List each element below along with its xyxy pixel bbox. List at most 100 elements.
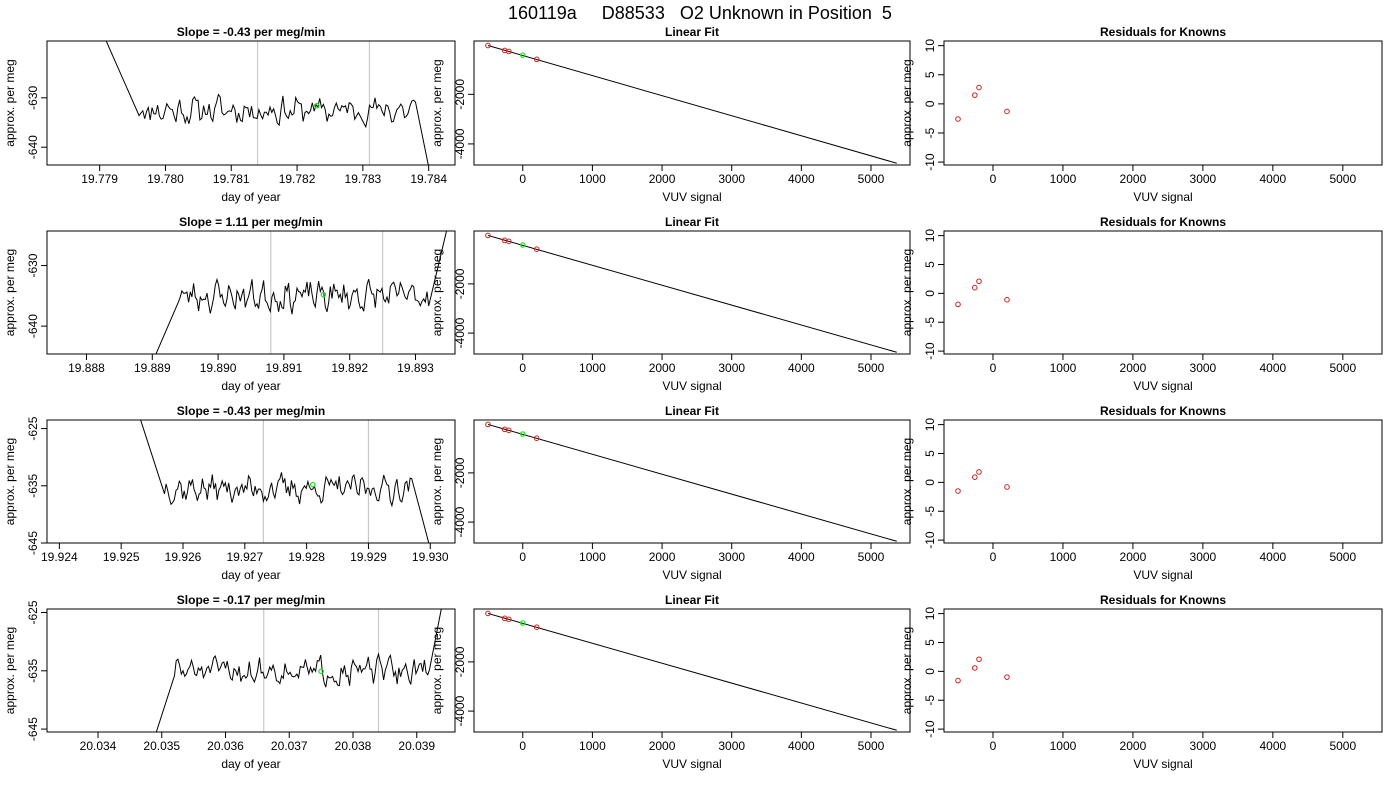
plot-frame [46, 608, 456, 733]
plot-area [485, 610, 897, 731]
known-point [971, 92, 978, 98]
y-tick-label: -4000 [453, 128, 467, 159]
known-point [533, 624, 540, 631]
panel-title: Linear Fit [665, 25, 719, 39]
known-point [955, 116, 961, 122]
y-tick-label: -5 [923, 506, 937, 517]
y-tick-label: 0 [923, 668, 937, 675]
x-axis-label: VUV signal [662, 568, 721, 582]
known-point [506, 238, 512, 245]
x-tick-label: 1000 [579, 361, 606, 375]
x-tick-label: 1000 [1050, 361, 1077, 375]
unknown-point [318, 668, 324, 675]
x-tick-label: 19.924 [41, 550, 78, 564]
y-tick-label: -645 [26, 531, 40, 555]
panel-title: Linear Fit [665, 593, 719, 607]
known-point [533, 435, 540, 442]
plot-area [155, 231, 448, 354]
y-tick-label: -2000 [453, 79, 467, 110]
y-tick-label: -10 [923, 531, 937, 549]
chart-panel-4-2: Linear Fit 0 1000 2000 3000 4000 5000 -2000 -400… [430, 593, 911, 771]
plot-area [485, 421, 897, 542]
y-axis-label: approx. per meg [900, 249, 914, 336]
known-point [971, 474, 978, 480]
known-point [485, 421, 491, 428]
x-tick-label: 19.782 [279, 172, 316, 186]
y-tick-label: -625 [26, 416, 40, 440]
y-axis-label: approx. per meg [430, 438, 444, 525]
y-tick-label: -635 [26, 658, 40, 682]
known-point [533, 246, 540, 253]
panel-title: Residuals for Knowns [1100, 25, 1226, 39]
x-tick-label: 2000 [1120, 172, 1147, 186]
chart-panel-2-3: Residuals for Knowns 0 1000 2000 3000 4000 500… [900, 215, 1383, 393]
x-tick-label: 2000 [1120, 550, 1147, 564]
x-tick-label: 0 [519, 172, 526, 186]
plot-area [955, 656, 1010, 684]
plot-frame [473, 608, 911, 733]
known-point [955, 301, 961, 308]
known-point [971, 284, 978, 291]
x-tick-label: 5000 [1329, 739, 1356, 753]
x-axis-label: VUV signal [662, 190, 721, 204]
x-tick-label: 19.890 [200, 361, 237, 375]
y-tick-label: -4000 [453, 317, 467, 348]
plot-area [955, 278, 1010, 308]
x-tick-label: 19.925 [103, 550, 140, 564]
known-point [955, 488, 961, 494]
fit-line [487, 612, 897, 731]
x-tick-label: 19.929 [350, 550, 387, 564]
x-tick-label: 5000 [1329, 550, 1356, 564]
known-point [485, 42, 491, 49]
y-tick-label: 5 [923, 639, 937, 646]
y-tick-label: -4000 [453, 695, 467, 726]
known-point [976, 278, 982, 285]
x-tick-label: 1000 [1050, 172, 1077, 186]
plot-frame [473, 419, 911, 544]
x-tick-label: 0 [519, 739, 526, 753]
x-tick-label: 19.893 [397, 361, 434, 375]
panel-title: Slope = -0.17 per meg/min [177, 593, 325, 607]
chart-panel-3-2: Linear Fit 0 1000 2000 3000 4000 5000 -2000 -400… [430, 404, 911, 582]
y-tick-label: -5 [923, 695, 937, 706]
x-tick-label: 1000 [579, 550, 606, 564]
x-tick-label: 20.036 [207, 739, 244, 753]
y-tick-label: -640 [26, 135, 40, 159]
y-axis-label: approx. per meg [900, 438, 914, 525]
x-axis-label: VUV signal [1133, 379, 1192, 393]
x-tick-label: 1000 [1050, 550, 1077, 564]
x-tick-label: 5000 [858, 361, 885, 375]
plot-frame [46, 40, 456, 166]
plot-area [485, 232, 897, 353]
x-tick-label: 1000 [1050, 739, 1077, 753]
plot-area [105, 41, 429, 165]
y-tick-label: -10 [923, 342, 937, 360]
known-point [506, 427, 512, 434]
known-point [971, 665, 978, 671]
y-tick-label: -2000 [453, 457, 467, 488]
x-tick-label: 3000 [718, 739, 745, 753]
x-tick-label: 0 [519, 361, 526, 375]
plot-frame [473, 40, 911, 166]
x-tick-label: 20.038 [335, 739, 372, 753]
x-tick-label: 0 [990, 172, 997, 186]
x-tick-label: 19.927 [226, 550, 263, 564]
chart-panel-4-3: Residuals for Knowns 0 1000 2000 3000 4000 500… [900, 593, 1383, 771]
x-axis-label: day of year [221, 379, 280, 393]
y-tick-label: -10 [923, 153, 937, 171]
unknown-point [310, 481, 316, 488]
known-point [506, 616, 512, 623]
known-point [485, 610, 491, 617]
panel-title: Residuals for Knowns [1100, 593, 1226, 607]
known-point [1004, 296, 1010, 303]
y-tick-label: -5 [923, 127, 937, 138]
known-point [506, 48, 512, 55]
y-tick-label: 10 [923, 418, 937, 432]
x-tick-label: 3000 [1190, 739, 1217, 753]
x-tick-label: 4000 [788, 361, 815, 375]
y-tick-label: -640 [26, 314, 40, 338]
unknown-point [314, 102, 320, 109]
x-tick-label: 3000 [1190, 361, 1217, 375]
chart-panel-4-1: Slope = -0.17 per meg/min 20.034 20.035 20.… [3, 593, 456, 771]
